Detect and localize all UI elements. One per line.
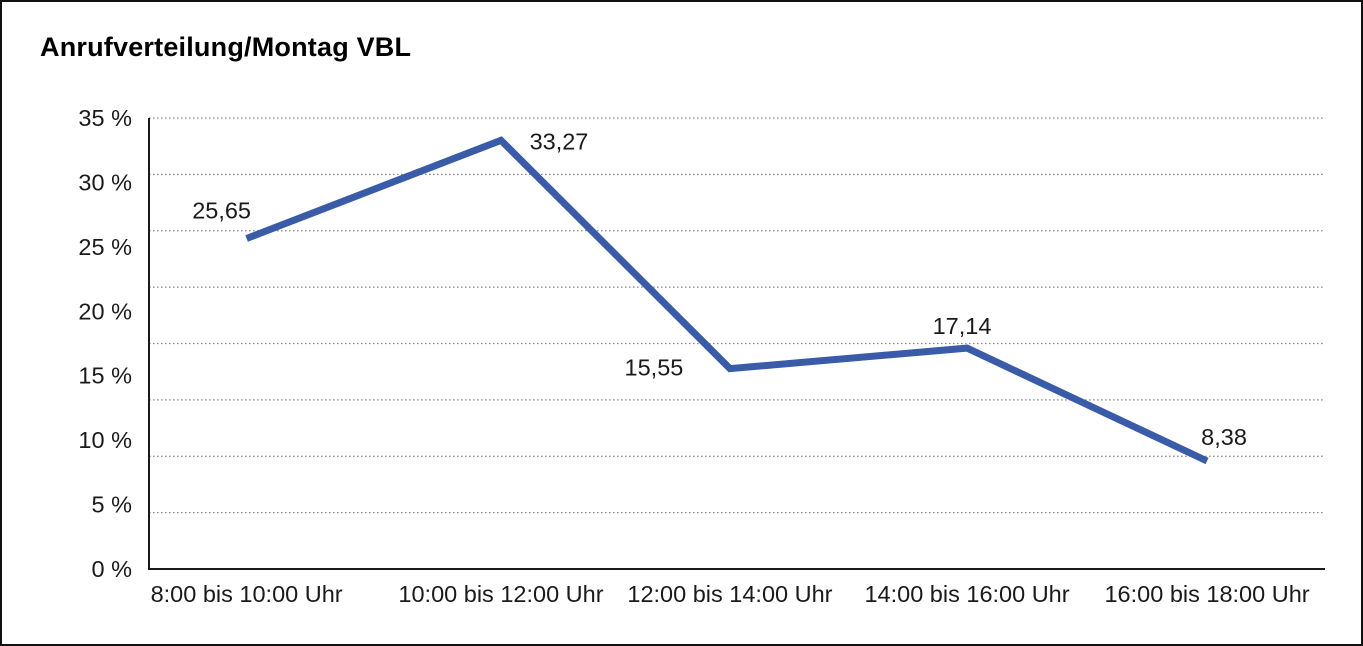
data-point-label: 25,65 [192, 197, 251, 223]
y-tick-label: 15 % [78, 363, 132, 389]
y-tick-label: 0 % [92, 556, 133, 582]
x-tick-label: 14:00 bis 16:00 Uhr [864, 581, 1069, 607]
y-tick-label: 5 % [92, 492, 133, 518]
x-tick-label: 16:00 bis 18:00 Uhr [1104, 581, 1309, 607]
data-point-label: 17,14 [933, 313, 992, 339]
data-point-label: 15,55 [625, 355, 684, 381]
x-tick-label: 12:00 bis 14:00 Uhr [627, 581, 832, 607]
y-tick-label: 10 % [78, 427, 132, 453]
y-tick-label: 25 % [78, 234, 132, 260]
data-point-label: 8,38 [1201, 424, 1247, 450]
x-tick-label: 8:00 bis 10:00 Uhr [151, 581, 343, 607]
data-point-label: 33,27 [530, 128, 589, 154]
data-line [245, 136, 1209, 465]
y-tick-label: 20 % [78, 298, 132, 324]
y-tick-label: 35 % [78, 105, 132, 131]
chart-title: Anrufverteilung/Montag VBL [40, 32, 412, 62]
y-tick-label: 30 % [78, 169, 132, 195]
x-tick-label: 10:00 bis 12:00 Uhr [398, 581, 603, 607]
